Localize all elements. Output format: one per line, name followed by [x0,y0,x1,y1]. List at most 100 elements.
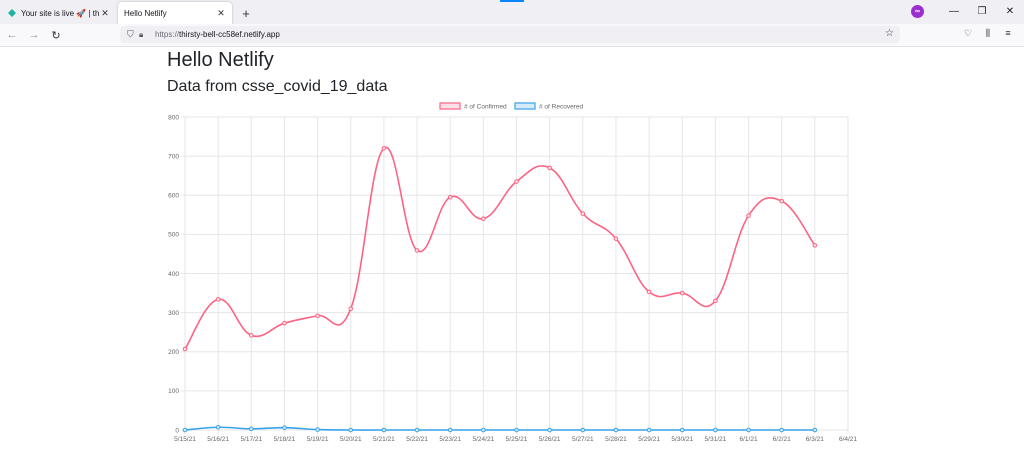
url-bar[interactable]: ⛉ 🔒︎ https://thirsty-bell-cc58ef.netlify… [120,26,900,43]
page-title: Hello Netlify [167,49,274,71]
tab-strip-accent [500,0,524,2]
x-tick-label: 5/15/21 [174,436,196,443]
pocket-icon[interactable]: ♡ [963,28,973,38]
x-tick-label: 6/4/21 [839,436,857,443]
data-point [580,211,586,216]
data-point [381,427,387,433]
page-subtitle: Data from csse_covid_19_data [167,78,388,95]
data-point [282,320,287,326]
x-tick-label: 5/18/21 [274,436,296,443]
x-tick-label: 5/22/21 [406,436,428,443]
data-point [646,427,652,433]
data-point [547,427,552,433]
y-tick-label: 300 [168,310,179,317]
profile-icon[interactable]: ∞ [911,4,924,18]
x-tick-label: 6/3/21 [806,436,824,443]
x-tick-label: 5/20/21 [340,436,362,443]
data-point [646,289,652,295]
series-line [184,146,816,350]
reload-icon[interactable]: ↻ [51,29,61,42]
x-tick-label: 5/24/21 [473,436,495,443]
x-tick-label: 5/21/21 [373,436,395,443]
tab-strip: Your site is live 🚀 | thirsty-bell- ✕ He… [0,0,1024,24]
legend-label: # of Recovered [539,104,583,111]
close-icon[interactable]: ✕ [101,7,109,18]
restore-icon[interactable]: ❐ [977,5,987,17]
menu-icon[interactable]: ≡ [1005,28,1011,38]
forward-icon[interactable]: → [28,29,40,41]
y-tick-label: 0 [175,427,179,434]
data-point [215,424,221,430]
data-point [215,297,221,302]
bookmark-star-icon[interactable]: ☆ [885,28,894,39]
x-tick-label: 5/30/21 [671,436,693,443]
data-point [315,313,320,319]
legend-label: # of Confirmed [464,104,507,111]
netlify-icon [8,9,16,17]
x-tick-label: 5/26/21 [539,436,561,443]
data-point [547,165,552,171]
url-protocol: https:// [155,30,180,39]
data-point [249,426,254,432]
x-tick-label: 5/17/21 [240,436,262,443]
tab-title: Your site is live 🚀 | thirsty-bell- [21,8,100,18]
series-line [184,426,815,431]
data-point [481,216,486,222]
data-point [282,425,287,430]
y-tick-label: 600 [168,193,179,200]
data-point [812,427,818,433]
close-window-icon[interactable]: ✕ [1005,5,1015,17]
minimize-icon[interactable]: — [949,5,959,17]
x-tick-label: 5/31/21 [705,436,727,443]
close-icon[interactable]: ✕ [217,7,225,18]
window-controls: ∞ — ❐ ✕ [911,0,1024,22]
new-tab-button[interactable]: + [242,5,250,21]
data-point [249,333,254,338]
tab-your-site-is-live[interactable]: Your site is live 🚀 | thirsty-bell- ✕ [2,2,116,24]
data-point [315,427,320,432]
lock-icon[interactable]: 🔒︎ [139,29,144,39]
navigation-bar: ← → ↻ ⛉ 🔒︎ https://thirsty-bell-cc58ef.n… [0,24,1024,47]
x-tick-label: 6/1/21 [740,436,758,443]
data-point [514,427,519,433]
data-point [779,427,785,433]
data-point [381,146,387,151]
y-tick-label: 500 [168,232,179,239]
x-tick-label: 5/25/21 [506,436,528,443]
x-tick-label: 5/27/21 [572,436,594,443]
back-icon[interactable]: ← [6,29,18,41]
tab-title: Hello Netlify [124,8,167,18]
y-tick-label: 400 [168,271,179,278]
library-icon[interactable]: ⫼ [985,28,991,38]
data-point [514,179,519,184]
data-point [713,427,718,433]
data-point [447,194,453,200]
data-point [746,427,751,433]
url-text[interactable]: https://thirsty-bell-cc58ef.netlify.app [155,30,280,39]
data-point [447,427,453,433]
legend-swatch [439,102,461,110]
legend-swatch [514,102,536,110]
y-tick-label: 100 [168,388,179,395]
toolbar-right: ♡ ⫼ ≡ [958,28,1018,39]
y-tick-label: 800 [168,114,179,121]
data-point [414,248,420,253]
x-tick-label: 5/19/21 [307,436,329,443]
url-host: thirsty-bell-cc58ef.netlify.app [179,30,280,39]
y-tick-label: 200 [168,349,179,356]
data-point [779,198,785,204]
data-point [580,427,586,433]
data-point [679,290,685,296]
data-point [746,213,751,218]
x-tick-label: 6/2/21 [773,436,791,443]
shield-icon[interactable]: ⛉ [127,29,134,39]
data-point [348,427,354,433]
tab-hello-netlify[interactable]: Hello Netlify ✕ [118,2,232,24]
data-point [613,427,619,433]
data-point [481,427,486,433]
x-tick-label: 5/29/21 [638,436,660,443]
data-point [348,306,354,312]
data-point [812,243,818,248]
y-tick-label: 700 [168,153,179,160]
